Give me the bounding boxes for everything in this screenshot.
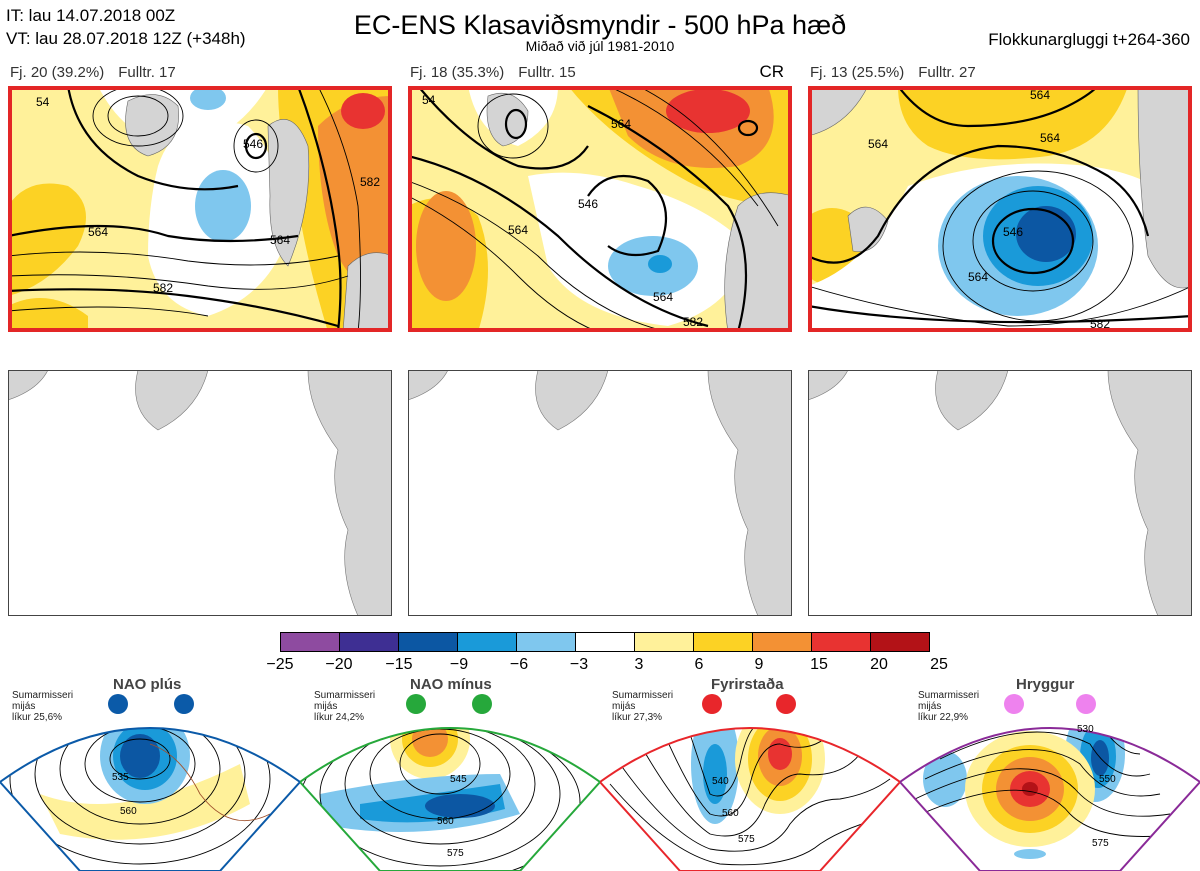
regime-map-4: 530 550 575 <box>900 724 1200 871</box>
regime-nao-plus[interactable]: Sumarmisseri mijás líkur 25,6% NAO plús 53… <box>0 676 300 871</box>
cluster-panel-1[interactable]: Fj. 20 (39.2%) Fulltr. 17 546 564 564 582… <box>8 64 392 332</box>
colorbar-cell <box>634 632 694 652</box>
colorbar-label: −3 <box>569 656 589 673</box>
colorbar-label: 3 <box>634 656 644 673</box>
contour-label: 54 <box>422 93 436 107</box>
contour-label: 564 <box>611 117 631 131</box>
colorbar-label: 20 <box>870 656 888 673</box>
valid-time: VT: lau 28.07.2018 12Z (+348h) <box>6 29 246 48</box>
regime-info: Sumarmisseri mijás líkur 27,3% <box>612 690 674 723</box>
regime-marker <box>702 694 722 714</box>
initial-time: IT: lau 14.07.2018 00Z <box>6 6 176 25</box>
regime-marker <box>472 694 492 714</box>
colorbar-cell <box>516 632 576 652</box>
colorbar-label: −6 <box>509 656 529 673</box>
contour-label: 546 <box>1003 225 1023 239</box>
basemap-1 <box>8 370 392 616</box>
contour-label: 535 <box>112 772 129 783</box>
colorbar-cell <box>457 632 517 652</box>
contour-label: 546 <box>578 197 598 211</box>
regime-marker <box>1004 694 1024 714</box>
contour-label: 575 <box>447 848 464 859</box>
regime-info: Sumarmisseri mijás líkur 22,9% <box>918 690 980 723</box>
regime-marker <box>406 694 426 714</box>
contour-label: 530 <box>1077 724 1094 735</box>
page-subtitle: Miðað við júl 1981-2010 <box>525 38 675 54</box>
contour-label: 564 <box>88 225 108 239</box>
colorbar-cell <box>811 632 871 652</box>
regime-marker <box>108 694 128 714</box>
colorbar-cell <box>398 632 458 652</box>
empty-map-1 <box>8 370 392 616</box>
header-times: IT: lau 14.07.2018 00Z VT: lau 28.07.201… <box>6 4 246 50</box>
cluster-panel-3[interactable]: Fj. 13 (25.5%) Fulltr. 27 564 564 564 546… <box>808 64 1192 332</box>
regime-marker <box>1076 694 1096 714</box>
empty-map-2 <box>408 370 792 616</box>
regime-name: Hryggur <box>1016 676 1075 693</box>
contour-label: 560 <box>437 816 454 827</box>
cluster-map-2: 546 564 564 564 582 54 <box>408 86 792 332</box>
contour-label: 54 <box>36 95 50 109</box>
regime-info: Sumarmisseri mijás líkur 24,2% <box>314 690 376 723</box>
panel-title: Fj. 13 (25.5%) Fulltr. 27 <box>810 64 976 81</box>
colorbar-cell <box>575 632 635 652</box>
regime-name: Fyrirstaða <box>711 676 784 693</box>
regime-blocking[interactable]: Sumarmisseri mijás líkur 27,3% Fyrirstaða … <box>600 676 900 871</box>
classification-window: Flokkunargluggi t+264-360 <box>988 30 1190 49</box>
colorbar-cell <box>693 632 753 652</box>
regime-nao-minus[interactable]: Sumarmisseri mijás líkur 24,2% NAO mínus 5… <box>300 676 600 871</box>
contour-label: 575 <box>1092 838 1109 849</box>
colorbar-label: 25 <box>930 656 948 673</box>
colorbar-label: 6 <box>694 656 704 673</box>
contour-label: 564 <box>868 137 888 151</box>
contour-label: 564 <box>508 223 528 237</box>
regime-name: NAO mínus <box>410 676 492 693</box>
cluster-map-1: 546 564 564 582 582 54 <box>8 86 392 332</box>
empty-map-3 <box>808 370 1192 616</box>
contour-label: 560 <box>722 808 739 819</box>
colorbar-label: −15 <box>385 656 413 673</box>
panel-title: Fj. 18 (35.3%) Fulltr. 15 <box>410 64 576 81</box>
colorbar-cell <box>339 632 399 652</box>
contour-label: 564 <box>1030 88 1050 102</box>
regime-info: Sumarmisseri mijás líkur 25,6% <box>12 690 74 723</box>
regime-marker <box>174 694 194 714</box>
colorbar <box>280 632 930 652</box>
colorbar-label: −25 <box>266 656 294 673</box>
cluster-map-3: 564 564 564 546 564 582 <box>808 86 1192 332</box>
regime-map-1: 535 560 <box>0 727 300 871</box>
colorbar-cell <box>752 632 812 652</box>
colorbar-label: 15 <box>810 656 828 673</box>
cluster-panel-2[interactable]: Fj. 18 (35.3%) Fulltr. 15 CR 546 564 564 … <box>408 62 792 332</box>
regime-name: NAO plús <box>113 676 182 693</box>
panel-title: Fj. 20 (39.2%) Fulltr. 17 <box>10 64 176 81</box>
contour-label: 564 <box>653 290 673 304</box>
contour-label: 582 <box>683 315 703 329</box>
regime-ridge[interactable]: Sumarmisseri mijás líkur 22,9% Hryggur <box>900 676 1200 871</box>
panel-tag: CR <box>759 62 784 81</box>
colorbar-label: −20 <box>325 656 353 673</box>
colorbar-cell <box>870 632 930 652</box>
basemap-2 <box>408 370 792 616</box>
contour-label: 545 <box>450 774 467 785</box>
contour-label: 546 <box>243 137 263 151</box>
colorbar-cell <box>280 632 340 652</box>
contour-label: 575 <box>738 834 755 845</box>
regime-marker <box>776 694 796 714</box>
regime-map-3: 540 560 575 <box>600 727 900 871</box>
contour-label: 582 <box>360 175 380 189</box>
contour-label: 550 <box>1099 774 1116 785</box>
contour-label: 564 <box>270 233 290 247</box>
basemap-3 <box>808 370 1192 616</box>
contour-label: 582 <box>153 281 173 295</box>
contour-label: 564 <box>968 270 988 284</box>
contour-label: 564 <box>1040 131 1060 145</box>
contour-label: 582 <box>1090 317 1110 331</box>
colorbar-label: −9 <box>449 656 469 673</box>
page-title: EC-ENS Klasaviðsmyndir - 500 hPa hæð <box>353 10 847 40</box>
contour-label: 560 <box>120 806 137 817</box>
regime-map-2: 545 560 575 <box>300 727 600 871</box>
colorbar-label: 9 <box>754 656 764 673</box>
contour-label: 540 <box>712 776 729 787</box>
